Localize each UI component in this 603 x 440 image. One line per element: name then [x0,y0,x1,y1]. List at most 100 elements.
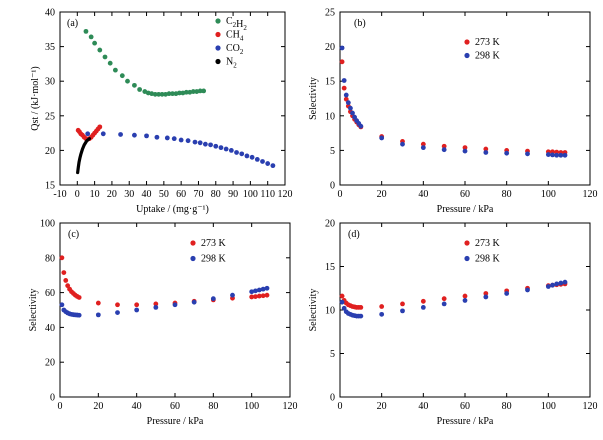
data-point [260,293,266,299]
x-tick-label: 40 [418,189,428,200]
legend-label: 273 K [201,238,227,249]
chart-panel-c: 0 20 40 60 80 100 120 0 20 40 60 80 100 Pressure / kP… [0,215,300,435]
data-point [358,304,364,310]
legend-label: 273 K [475,238,501,249]
data-point [256,293,262,299]
chart-a-svg: -10 0 10 20 30 40 50 60 70 80 90 100 110 120 15 20 25 30 3… [30,8,293,216]
series-n2 [76,137,92,175]
data-point [191,299,197,305]
y-tick-label: 20 [325,219,335,230]
data-point [558,152,564,158]
data-point [343,92,349,98]
data-point [119,73,125,79]
plot-frame [59,11,286,186]
data-point [483,150,489,155]
data-point [400,301,405,307]
data-point [218,145,224,151]
legend-label: 298 K [475,51,501,62]
y-tick-label: 40 [45,323,55,334]
data-point [201,88,207,94]
data-point [420,145,426,151]
data-point [254,156,260,162]
x-tick-label: 20 [93,401,103,412]
y-tick-label: 60 [45,288,55,299]
data-point [144,133,149,139]
data-point [192,139,198,145]
x-tick-label: 30 [124,189,134,200]
y-tick-label: 0 [330,393,335,404]
data-point [379,135,385,141]
x-tick-label: 60 [460,189,470,200]
y-tick-label: 10 [325,306,335,317]
series-298-k [339,279,568,319]
data-point [95,312,101,318]
data-point [400,308,405,314]
data-point [228,148,234,153]
data-point [76,295,82,300]
data-point [341,78,347,83]
data-point [260,286,266,292]
x-tick-label: 120 [278,189,293,200]
legend-marker [464,240,470,246]
data-point [223,146,229,152]
data-point [83,28,89,34]
data-point [178,137,184,143]
data-point [208,142,213,148]
data-point [264,292,270,298]
legend-marker [215,45,221,51]
x-axis-label: Pressure / kPa [437,416,494,427]
legend-label: 298 K [475,254,501,265]
data-point [352,114,357,120]
data-point [249,294,255,300]
y-tick-label: 25 [325,8,335,19]
chart-b-svg: 0 20 40 60 80 100 120 0 5 10 15 20 25 Pressure / kPa S… [308,8,598,216]
data-point [420,141,426,147]
x-tick-label: 40 [132,401,142,412]
data-point [115,310,120,316]
series-line [76,137,92,175]
data-point [253,288,258,294]
x-tick-label: 100 [244,401,259,412]
x-tick-label: 40 [142,189,152,200]
data-point [545,284,551,289]
y-axis-label: Qst / (kJ·mol⁻¹) [30,66,41,130]
data-point [545,152,551,157]
data-point [400,141,405,147]
data-point [210,296,216,302]
x-tick-label: 70 [193,189,203,200]
data-point [95,300,101,306]
data-point [159,91,165,97]
data-point [185,138,191,144]
plot-frame [59,222,291,398]
legend-marker [190,240,196,246]
series-273-k [59,255,270,308]
x-tick-label: 100 [541,189,556,200]
data-point [125,78,130,84]
y-tick-label: 20 [45,146,55,157]
data-point [562,152,568,158]
legend-label: CO2 [226,43,244,56]
data-point [97,47,103,53]
data-point [202,141,208,147]
data-point [197,140,203,146]
data-point [504,150,510,156]
data-point [420,298,426,304]
data-point [550,282,555,288]
y-tick-label: 35 [45,42,55,53]
data-point [483,291,489,296]
data-point [137,87,143,92]
plot-frame [339,222,591,398]
data-point [441,147,447,153]
data-point [348,105,353,111]
y-tick-label: 20 [325,42,335,53]
data-point [59,302,65,308]
chart-c-svg: 0 20 40 60 80 100 120 0 20 40 60 80 100 Pressure / kP… [28,219,298,428]
plot-frame [339,11,591,186]
x-tick-label: 40 [418,401,428,412]
data-point [554,152,560,158]
data-point [97,124,103,130]
data-point [441,301,447,307]
data-point [558,280,564,286]
y-tick-label: 15 [325,262,335,273]
data-point [153,301,159,307]
